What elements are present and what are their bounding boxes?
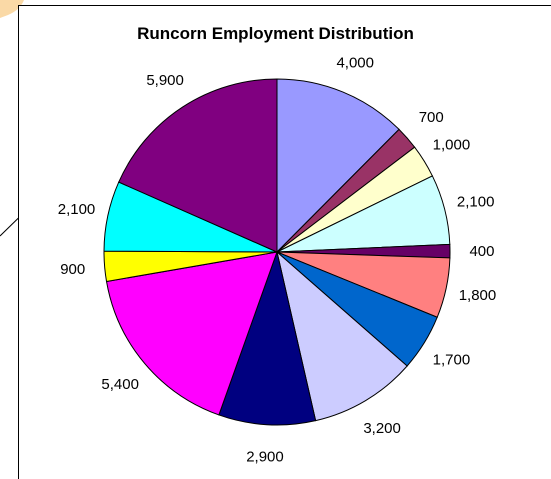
slice-value-label: 5,400 (101, 376, 139, 393)
pie-slice (276, 78, 400, 254)
pie-slice (276, 250, 408, 422)
slice-value-label: 400 (469, 243, 494, 260)
slice-value-label: 1,000 (433, 136, 471, 153)
pie-slices (103, 78, 451, 426)
chart-title: Runcorn Employment Distribution (137, 24, 414, 43)
slice-value-label: 5,900 (146, 72, 184, 89)
orange-corner-shape (0, 0, 24, 18)
slice-value-label: 4,000 (336, 55, 374, 72)
slice-value-label: 1,700 (433, 352, 471, 369)
slice-value-label: 2,100 (58, 201, 96, 218)
slice-value-label: 900 (60, 261, 85, 278)
slice-value-label: 1,800 (459, 287, 497, 304)
slice-value-label: 700 (419, 109, 444, 126)
slice-value-label: 3,200 (363, 420, 401, 437)
slice-value-label: 2,900 (246, 449, 284, 466)
pie-labels: 4,000 700 1,000 2,100 400 1,800 1,700 3,200 2,90… (58, 55, 497, 466)
pie-slice (105, 251, 278, 416)
pie-slice (118, 78, 278, 253)
slice-value-label: 2,100 (457, 193, 495, 210)
pie-slice (218, 250, 317, 426)
